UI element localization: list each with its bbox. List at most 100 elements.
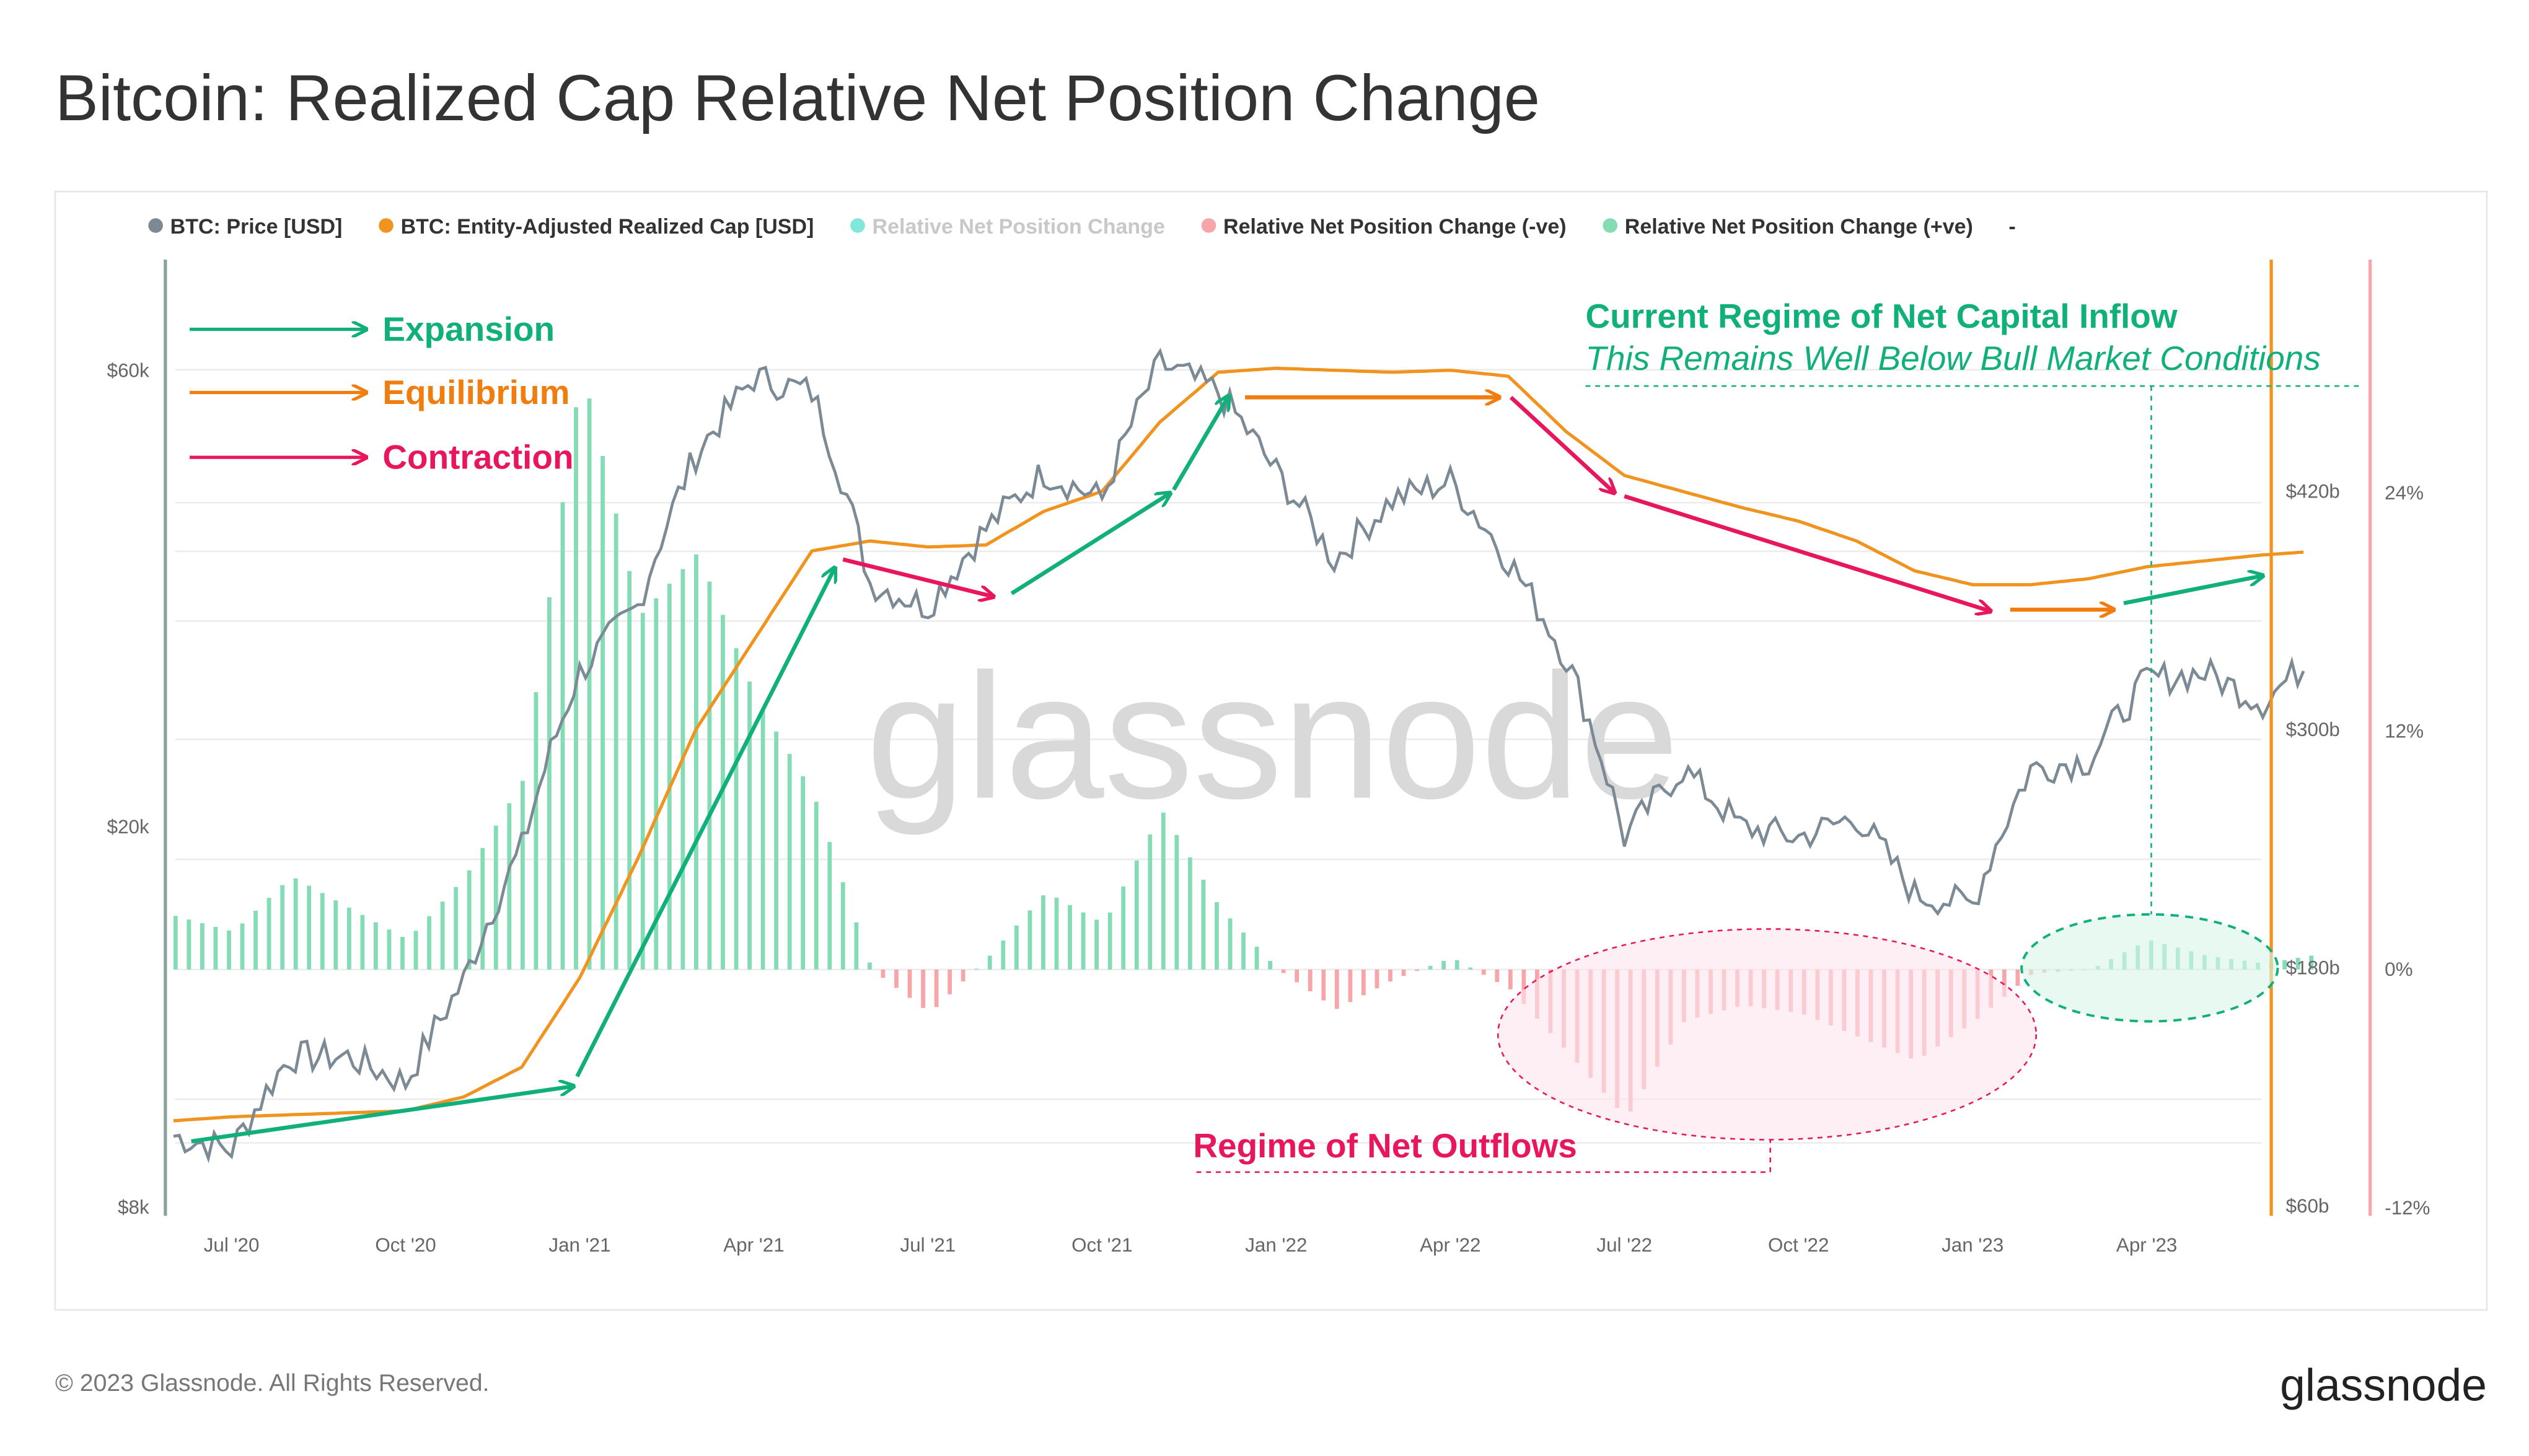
net-position-bar bbox=[1054, 898, 1059, 970]
legend-item[interactable]: Relative Net Position Change (-ve) bbox=[1223, 215, 1567, 239]
net-position-bar bbox=[827, 841, 832, 970]
net-position-bar bbox=[1495, 969, 1500, 983]
net-position-bar bbox=[1308, 969, 1313, 992]
net-position-bar bbox=[801, 776, 806, 970]
x-tick-label: Jan '23 bbox=[1942, 1234, 2003, 1256]
y-right-pct-tick-label: 12% bbox=[2385, 721, 2424, 742]
page-title: Bitcoin: Realized Cap Relative Net Posit… bbox=[55, 62, 1540, 134]
net-position-bar bbox=[1401, 969, 1406, 976]
net-position-bar bbox=[360, 914, 365, 970]
net-position-bar bbox=[480, 848, 485, 970]
x-tick-label: Jul '22 bbox=[1596, 1234, 1652, 1256]
net-position-bar bbox=[1508, 969, 1513, 989]
x-tick-label: Jul '21 bbox=[900, 1234, 956, 1256]
net-position-bar bbox=[2002, 969, 2007, 997]
glassnode-logo: glassnode bbox=[2280, 1360, 2487, 1411]
net-position-bar bbox=[1348, 969, 1353, 1002]
net-position-bar bbox=[961, 969, 965, 982]
net-position-bar bbox=[987, 955, 992, 970]
copyright: © 2023 Glassnode. All Rights Reserved. bbox=[55, 1369, 490, 1397]
net-position-bar bbox=[627, 571, 632, 970]
net-position-bar bbox=[667, 584, 672, 970]
y-left-tick-label: $8k bbox=[118, 1196, 149, 1218]
net-position-bar bbox=[374, 922, 378, 970]
y-left-tick-label: $60k bbox=[107, 360, 149, 382]
net-position-bar bbox=[1134, 860, 1139, 970]
net-position-bar bbox=[200, 923, 205, 970]
x-tick-label: Jan '22 bbox=[1245, 1234, 1307, 1256]
net-position-bar bbox=[1187, 857, 1192, 970]
x-tick-label: Oct '22 bbox=[1768, 1234, 1829, 1256]
net-position-bar bbox=[1068, 905, 1072, 970]
net-position-bar bbox=[693, 554, 698, 970]
net-position-bar bbox=[1415, 969, 1419, 971]
net-position-bar bbox=[1121, 886, 1126, 970]
net-position-bar bbox=[907, 969, 912, 998]
y-right-cap-tick-label: $420b bbox=[2286, 481, 2340, 502]
legend-marker-icon bbox=[379, 218, 394, 233]
net-position-bar bbox=[1281, 969, 1286, 973]
net-position-bar bbox=[1321, 969, 1326, 1001]
legend-marker-icon bbox=[148, 218, 163, 233]
net-position-bar bbox=[1148, 834, 1153, 970]
net-position-bar bbox=[747, 682, 752, 970]
net-position-bar bbox=[320, 893, 325, 970]
legend-item[interactable]: BTC: Price [USD] bbox=[170, 215, 343, 239]
legend-item[interactable]: BTC: Entity-Adjusted Realized Cap [USD] bbox=[401, 215, 814, 239]
net-position-bar bbox=[1001, 941, 1006, 970]
x-tick-label: Jan '21 bbox=[548, 1234, 610, 1256]
inflow-title: Current Regime of Net Capital Inflow bbox=[1585, 297, 2177, 335]
legend-item[interactable]: - bbox=[2008, 215, 2015, 239]
outflows-label: Regime of Net Outflows bbox=[1193, 1126, 1577, 1165]
net-position-bar bbox=[493, 825, 498, 970]
axis-ticks: Jul '20 Oct '20 Jan '21 Apr '21 Jul '21 Oct '… bbox=[107, 360, 2430, 1256]
inflow-subtitle: This Remains Well Below Bull Market Cond… bbox=[1585, 339, 2320, 377]
x-tick-label: Jul '20 bbox=[204, 1234, 260, 1256]
net-position-bar bbox=[1014, 925, 1019, 970]
net-position-bar bbox=[948, 969, 952, 994]
legend-item[interactable]: Relative Net Position Change bbox=[873, 215, 1165, 239]
net-position-bar bbox=[2282, 960, 2287, 970]
net-position-bar bbox=[881, 969, 886, 978]
net-position-bar bbox=[467, 870, 472, 970]
net-position-bar bbox=[654, 598, 659, 970]
trend-arrows bbox=[191, 396, 2263, 1144]
net-position-bar bbox=[2309, 955, 2314, 970]
net-position-bar bbox=[854, 922, 859, 970]
outflow-leader-line bbox=[1196, 1139, 1772, 1173]
net-position-bar bbox=[534, 692, 539, 970]
y-right-pct-tick-label: 0% bbox=[2385, 958, 2412, 980]
net-position-bar bbox=[227, 930, 231, 970]
net-position-bar bbox=[600, 455, 605, 970]
net-position-bar bbox=[1441, 960, 1446, 970]
net-position-bar bbox=[921, 969, 925, 1008]
contraction-label: Contraction bbox=[382, 437, 573, 476]
net-position-bar bbox=[1228, 918, 1233, 970]
net-position-bar bbox=[346, 907, 351, 970]
net-position-bar bbox=[1161, 812, 1166, 970]
net-position-bar bbox=[187, 919, 191, 970]
net-position-bar bbox=[1374, 969, 1379, 989]
legend-marker-icon bbox=[1201, 218, 1216, 233]
net-position-bar bbox=[760, 709, 765, 970]
net-position-bar bbox=[1295, 969, 1300, 983]
x-tick-label: Apr '23 bbox=[2116, 1234, 2177, 1256]
net-position-bar bbox=[587, 398, 592, 970]
net-position-bar bbox=[814, 802, 819, 970]
net-position-bar bbox=[1428, 965, 1433, 970]
net-position-bar bbox=[680, 569, 685, 970]
realized-cap-line bbox=[173, 366, 2304, 1123]
x-tick-label: Oct '20 bbox=[375, 1234, 436, 1256]
watermark: glassnode bbox=[866, 636, 1679, 836]
chart-frame bbox=[54, 190, 2488, 1311]
price-line bbox=[173, 348, 2305, 1164]
net-position-bar bbox=[1268, 960, 1273, 970]
net-position-bar bbox=[253, 910, 258, 970]
equilibrium-label: Equilibrium bbox=[382, 373, 570, 411]
x-tick-label: Apr '21 bbox=[723, 1234, 784, 1256]
net-position-bar bbox=[868, 962, 872, 970]
x-tick-label: Apr '22 bbox=[1420, 1234, 1480, 1256]
net-position-bar bbox=[1174, 835, 1179, 970]
legend-item[interactable]: Relative Net Position Change (+ve) bbox=[1625, 215, 1973, 239]
net-position-bar bbox=[520, 781, 525, 970]
